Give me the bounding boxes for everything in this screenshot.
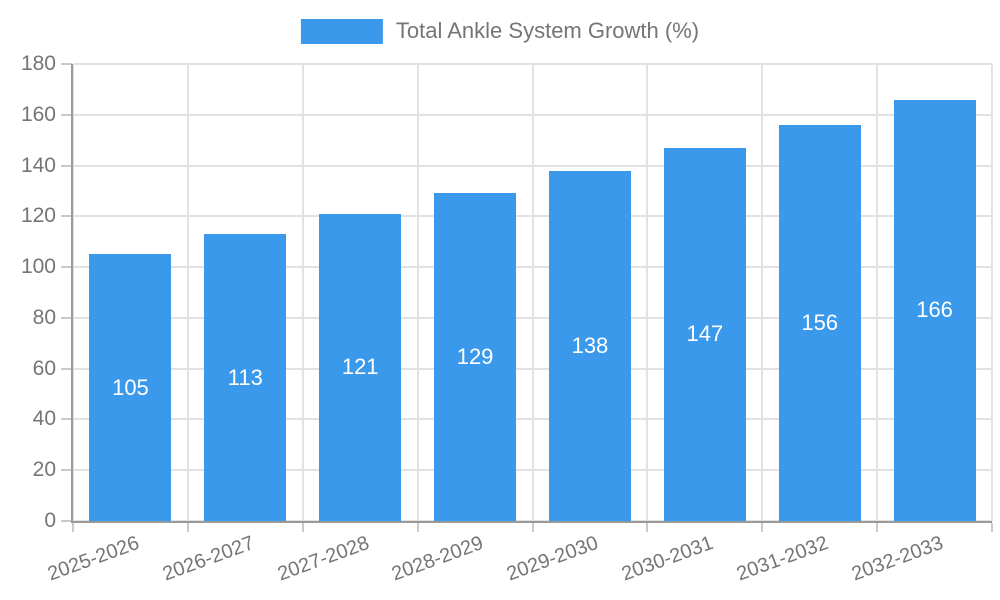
x-axis-tick-label: 2032-2033 — [848, 532, 947, 586]
x-axis-tick-label: 2025-2026 — [44, 532, 142, 586]
y-axis-tick-label: 160 — [20, 102, 56, 126]
x-axis-tick-label: 2031-2032 — [733, 532, 832, 586]
gridline-vertical — [991, 64, 993, 521]
gridline-vertical — [186, 64, 189, 521]
y-tick-mark — [61, 520, 72, 522]
bar[interactable]: 113 — [204, 234, 287, 521]
y-axis-line — [71, 64, 73, 523]
bar[interactable]: 138 — [548, 170, 631, 521]
x-tick-mark — [301, 523, 304, 532]
gridline-vertical — [416, 64, 419, 521]
x-axis-line — [71, 521, 992, 523]
x-tick-mark — [876, 523, 879, 532]
x-tick-mark — [416, 523, 419, 532]
legend[interactable]: Total Ankle System Growth (%) — [300, 18, 700, 44]
bar-value-label: 138 — [571, 332, 609, 358]
y-axis-tick-label: 140 — [20, 153, 56, 177]
legend-swatch — [300, 18, 383, 44]
x-tick-mark — [531, 523, 534, 532]
y-tick-mark — [61, 215, 72, 218]
y-axis-tick-label: 120 — [20, 204, 56, 228]
gridline-vertical — [301, 64, 304, 521]
y-axis-tick-label: 60 — [32, 356, 56, 380]
y-axis-tick-label: 180 — [20, 52, 56, 75]
x-axis-tick-label: 2028-2029 — [389, 532, 487, 586]
x-tick-mark — [991, 523, 993, 532]
x-axis-tick-label: 2027-2028 — [274, 532, 372, 586]
bar-value-label: 105 — [112, 374, 149, 400]
y-tick-mark — [61, 63, 72, 65]
y-tick-mark — [61, 418, 72, 421]
legend-label: Total Ankle System Growth (%) — [395, 18, 700, 43]
bar[interactable]: 166 — [893, 99, 976, 521]
y-axis-tick-label: 80 — [32, 305, 56, 329]
x-axis-tick-label: 2026-2027 — [159, 532, 257, 586]
x-axis-tick-label: 2030-2031 — [618, 532, 717, 586]
bar-value-label: 166 — [916, 297, 953, 323]
gridline-vertical — [531, 64, 534, 521]
gridline-vertical — [876, 64, 879, 521]
bar[interactable]: 156 — [778, 124, 861, 521]
y-tick-mark — [61, 113, 72, 116]
x-tick-mark — [72, 523, 74, 532]
y-axis-tick-label: 100 — [20, 255, 56, 279]
y-tick-mark — [61, 266, 72, 269]
gridline-vertical — [646, 64, 649, 521]
y-tick-mark — [61, 316, 72, 319]
y-tick-mark — [61, 367, 72, 370]
bar[interactable]: 105 — [89, 254, 172, 521]
bar[interactable]: 129 — [434, 193, 517, 521]
x-tick-mark — [761, 523, 764, 532]
bar[interactable]: 147 — [663, 147, 746, 521]
bar-value-label: 113 — [227, 364, 263, 390]
bar-value-label: 121 — [341, 354, 379, 380]
x-axis-tick-label: 2029-2030 — [504, 532, 602, 586]
x-tick-mark — [186, 523, 189, 532]
x-tick-mark — [646, 523, 649, 532]
gridline-vertical — [761, 64, 764, 521]
y-tick-mark — [61, 469, 72, 472]
gridline-vertical — [72, 64, 74, 521]
bar-value-label: 129 — [456, 344, 494, 370]
y-axis-tick-label: 0 — [44, 509, 56, 532]
bar[interactable]: 121 — [319, 213, 402, 521]
bar-value-label: 156 — [801, 309, 839, 335]
bar-value-label: 147 — [686, 321, 724, 347]
y-axis-tick-label: 40 — [32, 407, 56, 431]
y-axis-tick-label: 20 — [32, 458, 56, 482]
y-tick-mark — [61, 164, 72, 167]
